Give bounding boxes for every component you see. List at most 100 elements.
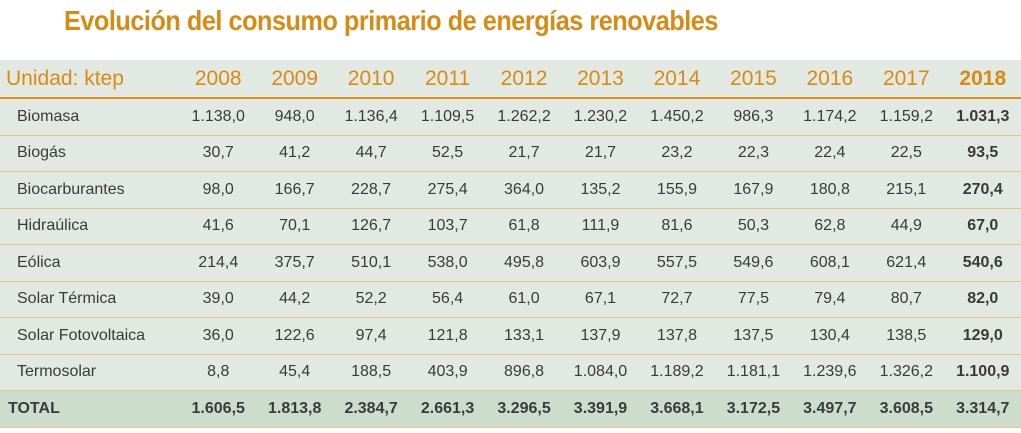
cell-value: 79,4: [791, 281, 869, 318]
cell-value: 44,9: [868, 208, 945, 245]
year-header: 2011: [409, 60, 486, 99]
cell-value: 61,8: [485, 208, 563, 245]
table-row: Solar Fotovoltaica 36,0 122,6 97,4 121,8 133,…: [0, 317, 1021, 355]
row-label: Hidraúlica: [0, 208, 180, 245]
cell-value: 22,4: [791, 135, 869, 172]
cell-value: 3.391,9: [562, 390, 639, 428]
table-row: Biogás 30,7 41,2 44,7 52,5 21,7 21,7 23,2 22,3 22…: [0, 135, 1021, 172]
cell-value: 23,2: [638, 135, 716, 172]
cell-value: 3.172,5: [715, 390, 792, 428]
cell-value: 52,5: [409, 135, 486, 172]
table-row: Eólica 214,4 375,7 510,1 538,0 495,8 603,9 557,…: [0, 244, 1021, 282]
cell-value: 122,6: [256, 317, 333, 355]
cell-value: 77,5: [715, 281, 792, 318]
cell-value: 111,9: [562, 208, 639, 245]
cell-value: 540,6: [944, 244, 1021, 282]
year-header: 2014: [638, 60, 716, 99]
cell-value: 270,4: [944, 171, 1021, 209]
cell-value: 50,3: [715, 208, 792, 245]
cell-value: 137,5: [715, 317, 792, 355]
table-row: Solar Térmica 39,0 44,2 52,2 56,4 61,0 67,1 72,…: [0, 281, 1021, 318]
cell-value: 1.181,1: [715, 354, 792, 391]
cell-value: 82,0: [944, 281, 1021, 318]
cell-value: 70,1: [256, 208, 333, 245]
cell-value: 155,9: [638, 171, 716, 209]
row-label: Solar Fotovoltaica: [0, 317, 180, 355]
cell-value: 135,2: [562, 171, 639, 209]
cell-value: 72,7: [638, 281, 716, 318]
cell-value: 1.159,2: [868, 98, 945, 136]
cell-value: 61,0: [485, 281, 563, 318]
row-label: Biogás: [0, 135, 180, 172]
cell-value: 1.813,8: [256, 390, 333, 428]
cell-value: 30,7: [180, 135, 257, 172]
cell-value: 22,3: [715, 135, 792, 172]
cell-value: 180,8: [791, 171, 869, 209]
page-title: Evolución del consumo primario de energí…: [64, 5, 718, 36]
cell-value: 1.084,0: [562, 354, 639, 391]
cell-value: 896,8: [485, 354, 563, 391]
cell-value: 986,3: [715, 98, 792, 136]
cell-value: 3.668,1: [638, 390, 716, 428]
cell-value: 948,0: [256, 98, 333, 136]
cell-value: 275,4: [409, 171, 486, 209]
cell-value: 1.450,2: [638, 98, 716, 136]
unit-label: Unidad: ktep: [0, 60, 180, 99]
cell-value: 21,7: [485, 135, 563, 172]
cell-value: 45,4: [256, 354, 333, 391]
cell-value: 80,7: [868, 281, 945, 318]
cell-value: 8,8: [180, 354, 257, 391]
renewables-table: Unidad: ktep 2008 2009 2010 2011 2012 2013 201…: [0, 60, 1021, 428]
cell-value: 129,0: [944, 317, 1021, 355]
cell-value: 538,0: [409, 244, 486, 282]
table-row: Termosolar 8,8 45,4 188,5 403,9 896,8 1.084,0 1…: [0, 354, 1021, 391]
cell-value: 3.608,5: [868, 390, 945, 428]
cell-value: 97,4: [332, 317, 410, 355]
cell-value: 41,2: [256, 135, 333, 172]
cell-value: 3.296,5: [485, 390, 563, 428]
year-header: 2015: [715, 60, 792, 99]
cell-value: 621,4: [868, 244, 945, 282]
cell-value: 215,1: [868, 171, 945, 209]
cell-value: 1.189,2: [638, 354, 716, 391]
cell-value: 188,5: [332, 354, 410, 391]
cell-value: 403,9: [409, 354, 486, 391]
cell-value: 167,9: [715, 171, 792, 209]
table-row: Biocarburantes 98,0 166,7 228,7 275,4 364,0 13…: [0, 171, 1021, 209]
cell-value: 1.136,4: [332, 98, 410, 136]
cell-value: 1.239,6: [791, 354, 869, 391]
cell-value: 1.174,2: [791, 98, 869, 136]
cell-value: 510,1: [332, 244, 410, 282]
total-row: TOTAL 1.606,5 1.813,8 2.384,7 2.661,3 3.296,5…: [0, 390, 1021, 428]
cell-value: 364,0: [485, 171, 563, 209]
cell-value: 1.230,2: [562, 98, 639, 136]
cell-value: 130,4: [791, 317, 869, 355]
cell-value: 56,4: [409, 281, 486, 318]
cell-value: 1.109,5: [409, 98, 486, 136]
cell-value: 81,6: [638, 208, 716, 245]
year-header: 2018: [944, 60, 1021, 99]
cell-value: 1.606,5: [180, 390, 257, 428]
cell-value: 62,8: [791, 208, 869, 245]
cell-value: 1.100,9: [944, 354, 1021, 391]
cell-value: 608,1: [791, 244, 869, 282]
cell-value: 133,1: [485, 317, 563, 355]
cell-value: 1.138,0: [180, 98, 257, 136]
cell-value: 603,9: [562, 244, 639, 282]
table-row: Biomasa 1.138,0 948,0 1.136,4 1.109,5 1.262,2…: [0, 98, 1021, 136]
year-header: 2012: [485, 60, 563, 99]
year-header: 2010: [332, 60, 410, 99]
year-header: 2013: [562, 60, 639, 99]
cell-value: 2.384,7: [332, 390, 410, 428]
cell-value: 36,0: [180, 317, 257, 355]
cell-value: 557,5: [638, 244, 716, 282]
cell-value: 52,2: [332, 281, 410, 318]
year-header: 2008: [180, 60, 257, 99]
cell-value: 1.031,3: [944, 98, 1021, 136]
cell-value: 138,5: [868, 317, 945, 355]
cell-value: 39,0: [180, 281, 257, 318]
cell-value: 103,7: [409, 208, 486, 245]
cell-value: 137,8: [638, 317, 716, 355]
cell-value: 375,7: [256, 244, 333, 282]
cell-value: 126,7: [332, 208, 410, 245]
